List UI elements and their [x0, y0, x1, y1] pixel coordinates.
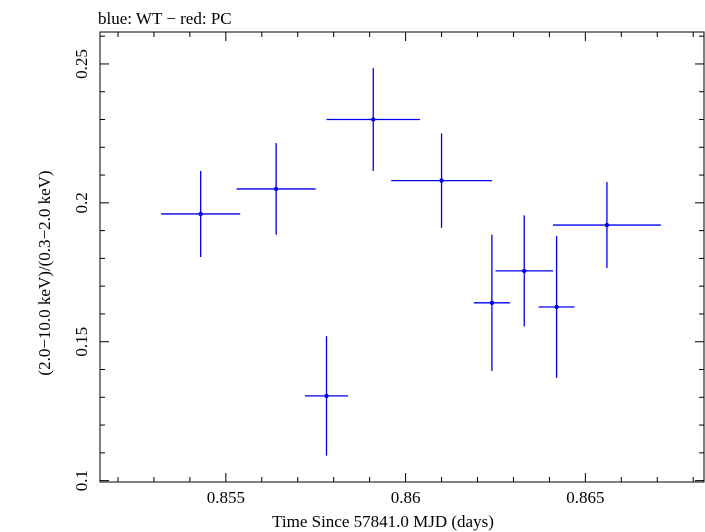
data-point: [326, 68, 420, 171]
y-tick-label: 0.25: [72, 49, 91, 79]
data-point: [391, 133, 492, 228]
y-axis-label: (2.0−10.0 keV)/(0.3−2.0 keV): [35, 170, 54, 375]
plot-frame: [99, 31, 705, 483]
y-axis: 0.1 0.15 0.2 0.25: [72, 35, 704, 491]
point-marker: [554, 304, 559, 310]
y-tick-label: 0.15: [72, 327, 91, 357]
point-marker: [604, 222, 610, 228]
data-points: [161, 68, 661, 456]
x-axis: 0.855 0.86 0.865: [117, 32, 694, 507]
point-marker: [273, 186, 279, 192]
data-point: [473, 234, 510, 371]
y-tick-label: 0.2: [72, 192, 91, 213]
data-point: [161, 170, 241, 257]
data-point: [495, 215, 553, 327]
y-tick-label: 0.1: [72, 470, 91, 491]
data-point: [304, 336, 349, 456]
data-point: [553, 182, 661, 269]
point-marker: [371, 117, 376, 122]
data-point: [236, 143, 316, 235]
x-tick-label: 0.865: [566, 488, 604, 507]
x-tick-label: 0.86: [391, 488, 421, 507]
point-marker: [522, 268, 527, 274]
chart-title: blue: WT − red: PC: [98, 9, 232, 28]
x-tick-label: 0.855: [207, 488, 245, 507]
point-marker: [324, 393, 329, 399]
point-marker: [439, 178, 444, 183]
point-marker: [489, 300, 495, 306]
x-axis-label: Time Since 57841.0 MJD (days): [272, 512, 494, 531]
point-marker: [198, 211, 203, 217]
data-point: [538, 236, 575, 378]
